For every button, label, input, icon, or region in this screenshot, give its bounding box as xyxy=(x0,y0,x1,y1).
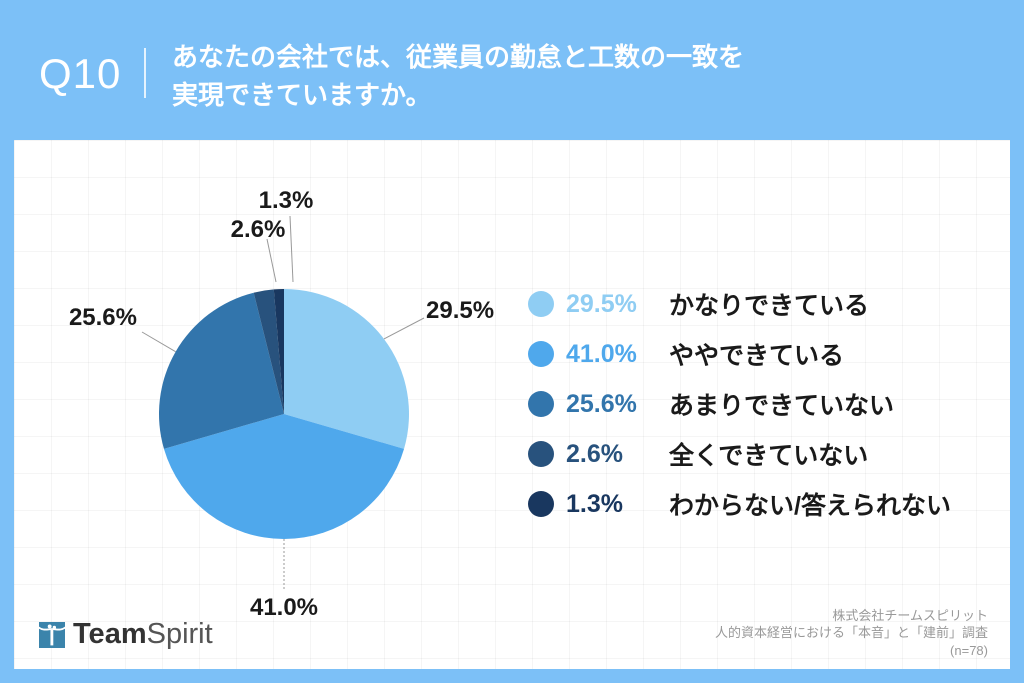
svg-text:1.3%: 1.3% xyxy=(259,187,314,214)
svg-text:25.6%: 25.6% xyxy=(69,304,137,331)
svg-text:2.6%: 2.6% xyxy=(231,216,286,243)
svg-text:41.0%: 41.0% xyxy=(250,594,318,621)
svg-text:29.5%: 29.5% xyxy=(426,297,494,324)
